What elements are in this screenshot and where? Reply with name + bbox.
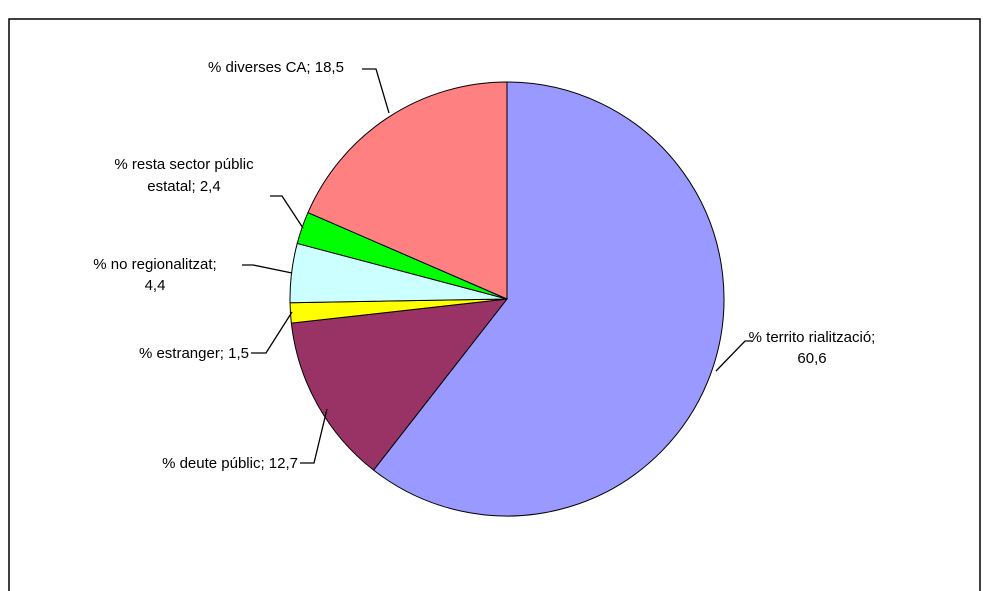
leader-line-territorialitzacio bbox=[715, 340, 752, 372]
data-label-line: estatal; 2,4 bbox=[147, 178, 220, 195]
data-label-line: % territo rialització; bbox=[749, 329, 876, 346]
pie-slice-diverses-ca bbox=[307, 81, 508, 300]
data-label-territorialitzacio: % territo rialització; 60,6 bbox=[749, 329, 876, 367]
labels-layer: % territo rialització; 60,6 % deute públic… bbox=[93, 59, 875, 472]
data-label-line: % estranger; 1,5 bbox=[139, 345, 249, 362]
data-label-resta-sector-public-estatal: % resta sector públic estatal; 2,4 bbox=[114, 156, 254, 195]
data-label-deute-public: % deute públic; 12,7 bbox=[162, 455, 298, 472]
leaders-layer bbox=[242, 68, 752, 464]
data-label-estranger: % estranger; 1,5 bbox=[139, 345, 249, 362]
data-label-line: 60,6 bbox=[797, 350, 826, 367]
data-label-line: 4,4 bbox=[145, 277, 166, 294]
slices-layer bbox=[289, 81, 725, 517]
pie-slice-deute-public bbox=[290, 298, 509, 471]
pie-slice-territorialitzacio bbox=[372, 81, 725, 517]
data-label-line: % diverses CA; 18,5 bbox=[208, 59, 344, 76]
data-label-diverses-ca: % diverses CA; 18,5 bbox=[208, 59, 344, 76]
data-label-no-regionalitzat: % no regionalitzat; 4,4 bbox=[93, 256, 216, 294]
leader-line-resta-sector-public-estatal bbox=[270, 195, 304, 229]
plot-area-border bbox=[8, 18, 981, 591]
leader-line-no-regionalitzat bbox=[242, 264, 293, 274]
data-label-line: % resta sector públic bbox=[114, 156, 254, 173]
leader-line-deute-public bbox=[300, 408, 328, 464]
data-label-line: % deute públic; 12,7 bbox=[162, 455, 298, 472]
leader-line-estranger bbox=[251, 311, 293, 354]
data-label-line: % no regionalitzat; bbox=[93, 256, 216, 273]
leader-line-diverses-ca bbox=[362, 68, 390, 114]
